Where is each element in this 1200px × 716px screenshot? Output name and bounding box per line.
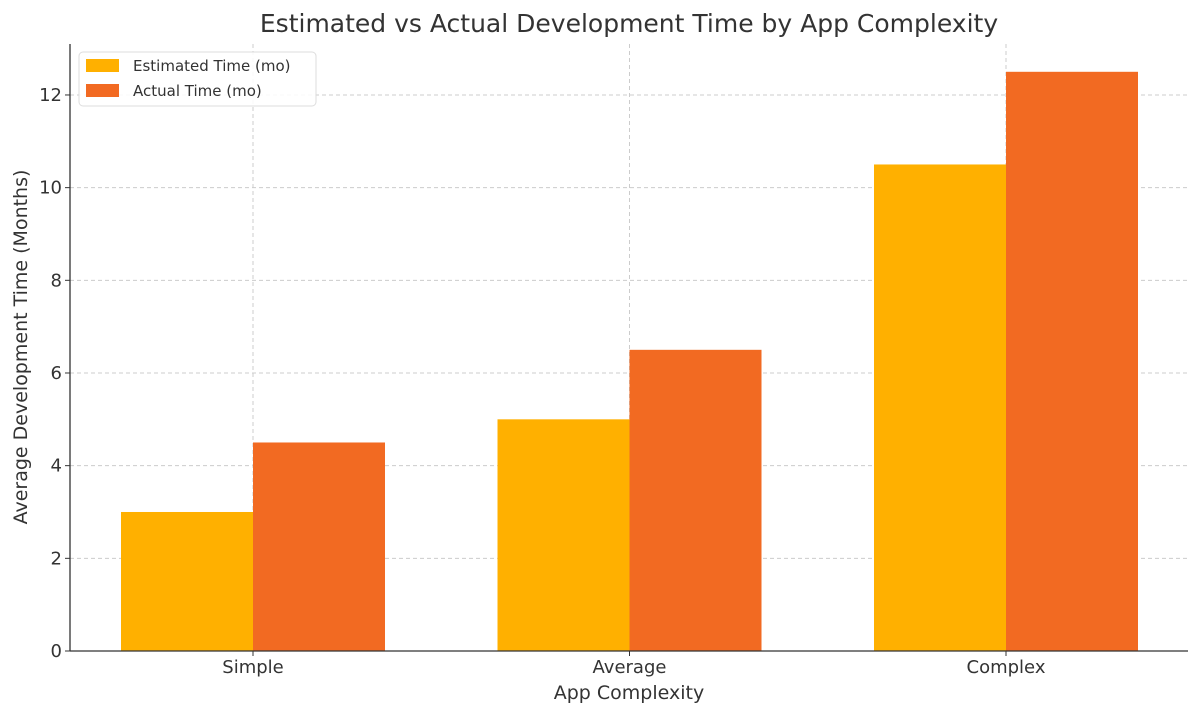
x-tick-label: Simple — [222, 657, 283, 678]
y-tick-label: 12 — [39, 85, 62, 106]
legend-box — [78, 51, 317, 107]
bar-actual-average — [629, 349, 762, 651]
y-tick-label: 0 — [51, 641, 62, 662]
chart-title: Estimated vs Actual Development Time by … — [260, 9, 998, 38]
bar-actual-simple — [253, 442, 385, 651]
y-tick-label: 2 — [51, 548, 62, 569]
bar-estimated-complex — [874, 164, 1006, 652]
legend-label: Estimated Time (mo) — [133, 57, 291, 75]
bars — [121, 71, 1138, 652]
bar-estimated-simple — [121, 511, 253, 651]
legend-swatch — [86, 84, 119, 97]
y-tick-label: 6 — [51, 363, 62, 384]
x-tick-label: Complex — [967, 657, 1046, 678]
y-axis-label: Average Development Time (Months) — [10, 170, 32, 525]
x-axis-label: App Complexity — [554, 682, 704, 704]
y-tick-label: 4 — [51, 456, 62, 477]
x-tick-label: Average — [593, 657, 667, 678]
y-tick-label: 10 — [39, 178, 62, 199]
bar-actual-complex — [1006, 71, 1138, 652]
legend-swatch — [86, 59, 119, 72]
legend-label: Actual Time (mo) — [133, 82, 262, 100]
legend: Estimated Time (mo) Actual Time (mo) — [78, 51, 317, 107]
axes: 0 2 4 6 8 10 12 Simple Average Complex — [39, 44, 1188, 678]
bar-estimated-average — [497, 419, 630, 651]
y-tick-label: 8 — [51, 270, 62, 291]
